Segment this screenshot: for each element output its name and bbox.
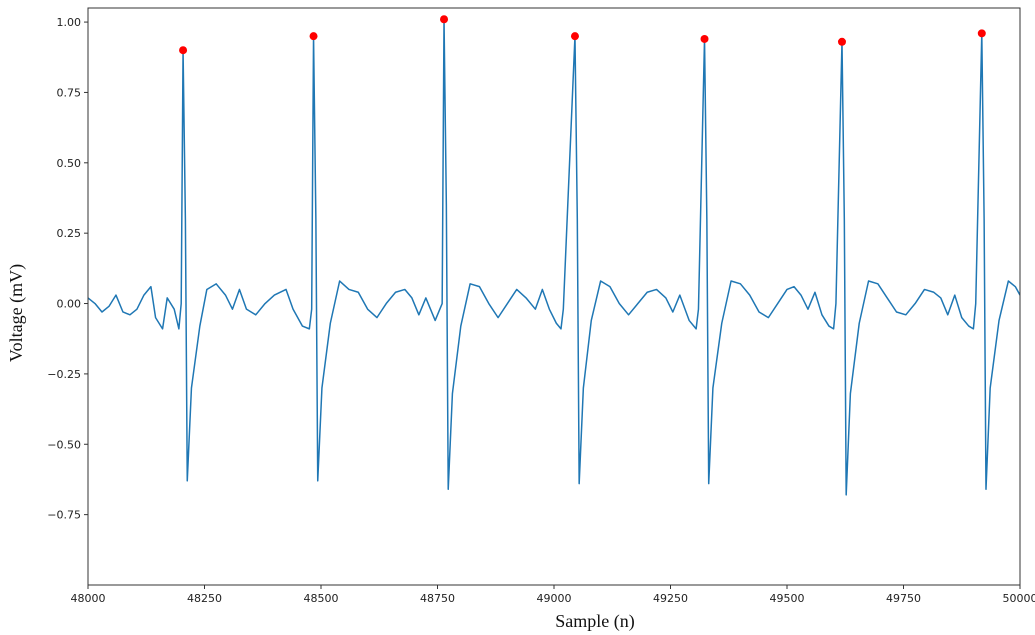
y-tick-label: −0.25: [47, 368, 81, 381]
y-tick-label: 1.00: [57, 16, 82, 29]
x-tick-label: 49750: [886, 592, 921, 605]
y-tick-label: 0.25: [57, 227, 82, 240]
x-tick-label: 48250: [187, 592, 222, 605]
y-axis-label: Voltage (mV): [6, 264, 27, 362]
r-peak-marker-7: [977, 29, 986, 38]
r-peak-marker-4: [570, 32, 579, 41]
x-tick-label: 49500: [770, 592, 805, 605]
y-tick-label: −0.75: [47, 509, 81, 522]
x-tick-label: 50000: [1003, 592, 1035, 605]
y-tick-label: 0.00: [57, 298, 82, 311]
x-tick-label: 48750: [420, 592, 455, 605]
x-tick-label: 48000: [71, 592, 106, 605]
r-peak-marker-2: [309, 32, 318, 41]
r-peak-marker-1: [179, 46, 188, 55]
x-tick-label: 49250: [653, 592, 688, 605]
axes-frame: [87, 7, 1021, 586]
r-peak-marker-6: [837, 37, 846, 46]
ecg-signal-line: [88, 18, 1020, 496]
x-axis-label: Sample (n): [555, 611, 634, 632]
r-peak-marker-5: [700, 34, 709, 43]
plot-area: [88, 15, 1020, 496]
y-tick-label: 0.75: [57, 86, 82, 99]
y-tick-label: −0.50: [47, 438, 81, 451]
axis-ticks: 48000 48250 48500 48750 49000 49250 49500 49750…: [47, 16, 1035, 605]
x-tick-label: 49000: [537, 592, 572, 605]
x-tick-label: 48500: [304, 592, 339, 605]
y-tick-label: 0.50: [57, 157, 82, 170]
r-peak-marker-3: [440, 15, 449, 24]
